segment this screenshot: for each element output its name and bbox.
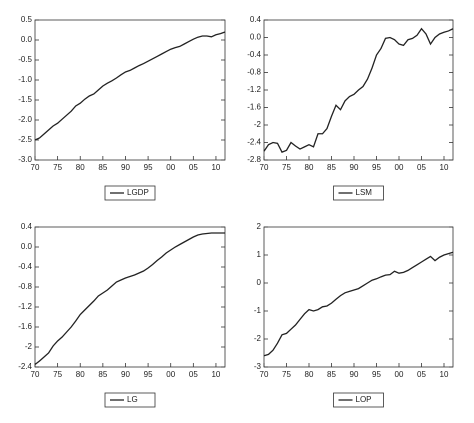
y-tick-label: 0.4 — [21, 222, 33, 231]
x-tick-label: 95 — [144, 370, 153, 379]
y-tick-label: -0.8 — [18, 282, 32, 291]
y-tick-label: -0.8 — [247, 68, 261, 77]
x-tick-label: 10 — [211, 370, 220, 379]
x-tick-label: 90 — [350, 370, 359, 379]
y-tick-label: -1.2 — [18, 302, 32, 311]
y-tick-label: -0.4 — [247, 50, 261, 59]
y-tick-label: -2.4 — [247, 138, 261, 147]
x-tick-label: 85 — [327, 163, 336, 172]
x-tick-label: 75 — [282, 370, 291, 379]
y-tick-label: -1.5 — [18, 95, 32, 104]
y-tick-label: -2.5 — [18, 135, 32, 144]
y-tick-label: 0.0 — [250, 33, 262, 42]
x-tick-label: 00 — [166, 370, 175, 379]
x-tick-label: 85 — [327, 370, 336, 379]
x-tick-label: 75 — [53, 163, 62, 172]
x-tick-label: 10 — [440, 163, 449, 172]
plot-frame — [34, 19, 226, 161]
y-tick-label: -2 — [254, 334, 262, 343]
legend-label: LGDP — [127, 188, 149, 197]
x-tick-label: 80 — [76, 163, 85, 172]
data-line — [34, 232, 225, 366]
legend-label: LG — [127, 395, 138, 404]
y-tick-label: -1.6 — [247, 103, 261, 112]
data-line — [263, 251, 454, 357]
y-tick-label: -2.4 — [18, 362, 32, 371]
x-tick-label: 75 — [53, 370, 62, 379]
x-tick-label: 90 — [350, 163, 359, 172]
x-tick-label: 05 — [189, 370, 198, 379]
y-tick-label: -1.6 — [18, 322, 32, 331]
x-tick-label: 10 — [440, 370, 449, 379]
y-tick-label: 0.4 — [250, 15, 262, 24]
plot-frame — [263, 226, 454, 368]
x-tick-label: 70 — [260, 163, 269, 172]
y-tick-label: -0.4 — [18, 262, 32, 271]
x-tick-label: 95 — [144, 163, 153, 172]
legend-box — [104, 392, 156, 408]
legend-label: LSM — [356, 188, 373, 197]
x-tick-label: 95 — [372, 163, 381, 172]
x-tick-label: 80 — [305, 370, 314, 379]
y-tick-label: -2.0 — [18, 115, 32, 124]
y-tick-label: -1.2 — [247, 85, 261, 94]
y-tick-label: -3.0 — [18, 155, 32, 164]
x-tick-label: 05 — [417, 163, 426, 172]
x-tick-label: 00 — [166, 163, 175, 172]
y-tick-label: -2.8 — [247, 155, 261, 164]
y-tick-label: -2 — [254, 120, 262, 129]
data-line — [34, 31, 226, 141]
legend-box — [104, 185, 156, 201]
y-tick-label: 0.0 — [21, 242, 33, 251]
x-tick-label: 70 — [31, 370, 40, 379]
y-tick-label: 0.0 — [21, 35, 33, 44]
y-tick-label: -2 — [25, 342, 33, 351]
y-tick-label: 2 — [257, 222, 262, 231]
legend-label: LOP — [356, 395, 372, 404]
y-tick-label: 1 — [257, 250, 262, 259]
x-tick-label: 90 — [121, 370, 130, 379]
x-tick-label: 75 — [282, 163, 291, 172]
y-tick-label: -0.5 — [18, 55, 32, 64]
legend-box — [333, 392, 384, 408]
x-tick-label: 90 — [121, 163, 130, 172]
x-tick-label: 80 — [305, 163, 314, 172]
x-tick-label: 70 — [31, 163, 40, 172]
x-tick-label: 85 — [98, 163, 107, 172]
x-tick-label: 00 — [395, 163, 404, 172]
x-tick-label: 80 — [76, 370, 85, 379]
y-tick-label: -1.0 — [18, 75, 32, 84]
y-tick-label: -1 — [254, 306, 262, 315]
x-tick-label: 70 — [260, 370, 269, 379]
y-tick-label: 0.5 — [21, 15, 33, 24]
y-tick-label: -3 — [254, 362, 262, 371]
legend-box — [333, 185, 384, 201]
x-tick-label: 00 — [395, 370, 404, 379]
plot-frame — [34, 226, 226, 368]
x-tick-label: 85 — [98, 370, 107, 379]
x-tick-label: 05 — [189, 163, 198, 172]
x-tick-label: 95 — [372, 370, 381, 379]
x-tick-label: 05 — [417, 370, 426, 379]
data-line — [263, 27, 454, 153]
y-tick-label: 0 — [257, 278, 262, 287]
x-tick-label: 10 — [211, 163, 220, 172]
